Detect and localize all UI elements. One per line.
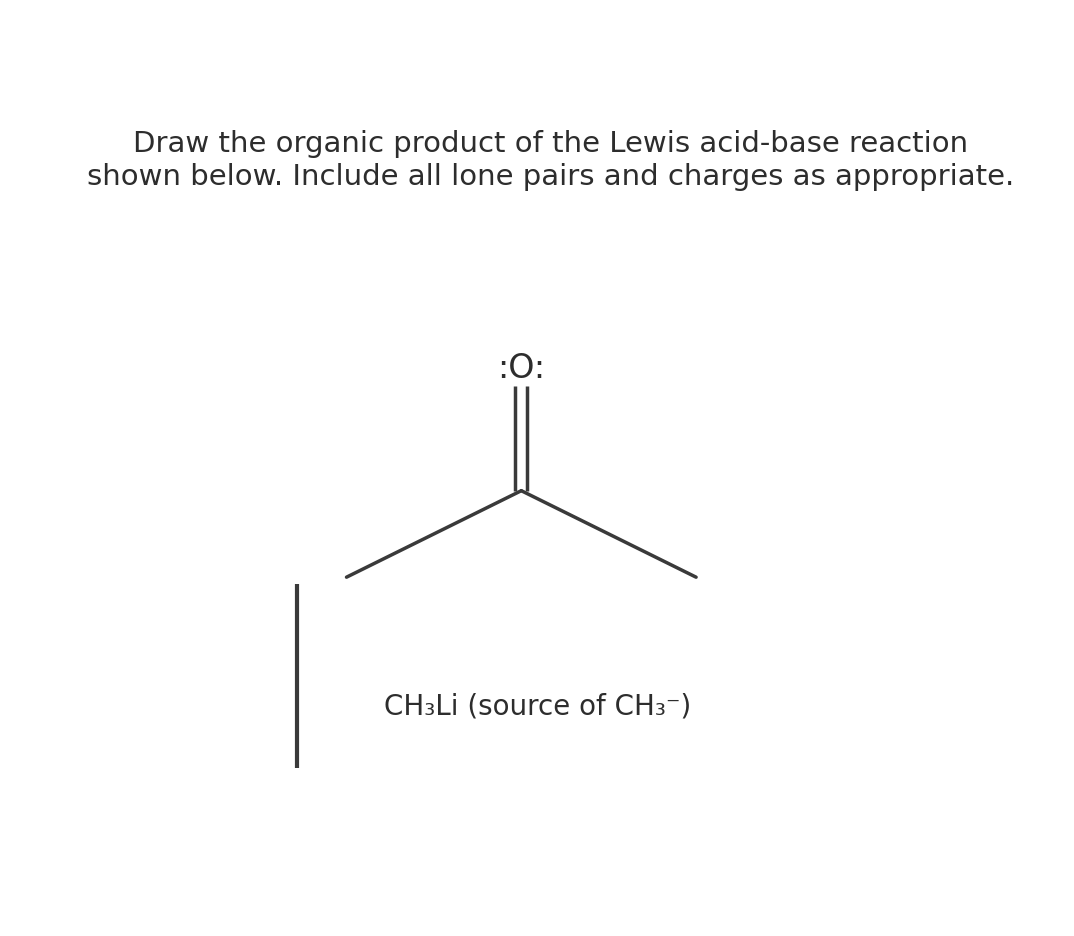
Text: :O:: :O: xyxy=(497,352,546,385)
Text: shown below. Include all lone pairs and charges as appropriate.: shown below. Include all lone pairs and … xyxy=(87,163,1014,191)
Text: CH₃Li (source of CH₃⁻): CH₃Li (source of CH₃⁻) xyxy=(384,693,692,721)
Text: Draw the organic product of the Lewis acid-base reaction: Draw the organic product of the Lewis ac… xyxy=(133,130,968,158)
